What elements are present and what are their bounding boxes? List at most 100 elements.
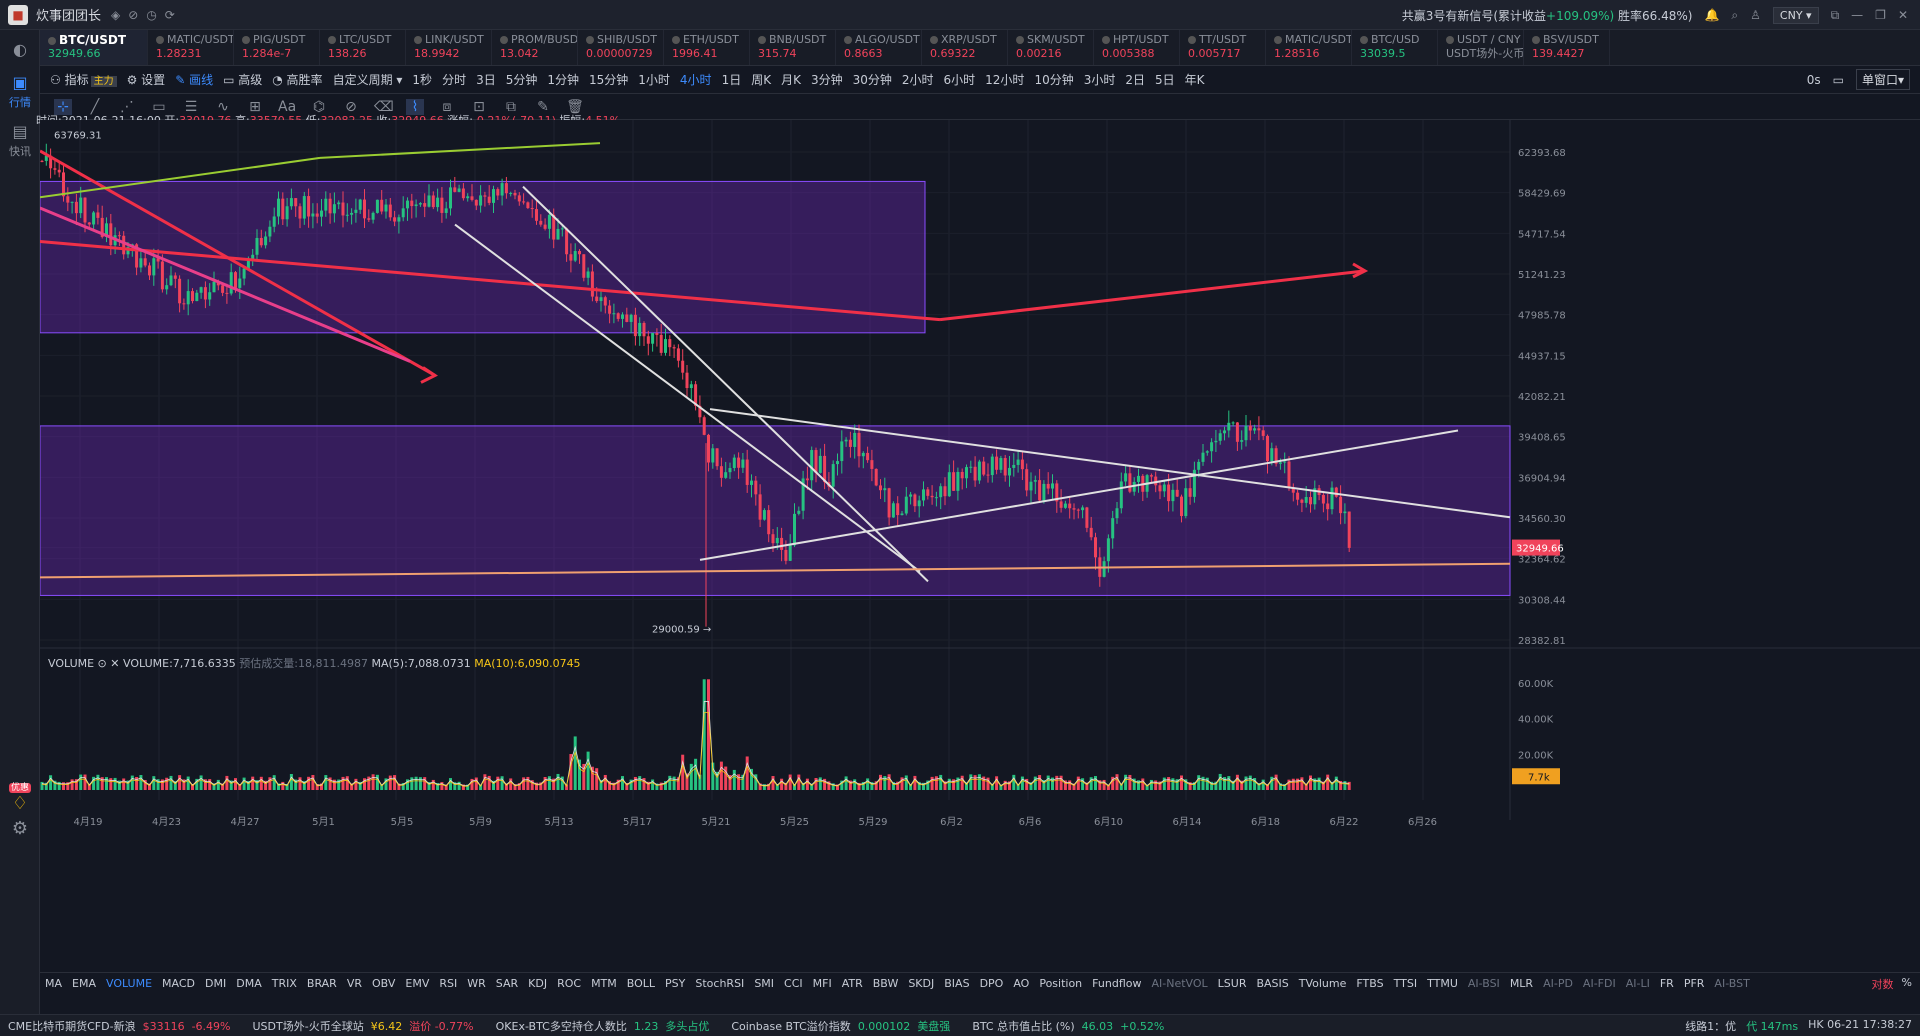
indicator-tab[interactable]: PFR [1683,977,1705,990]
shirt-icon[interactable]: ♙ [1750,8,1761,22]
ticker-item[interactable]: LINK/USDT 18.9942 [406,30,492,65]
sidebar-item-market[interactable]: ▣ 行情 [0,67,40,116]
indicator-tab[interactable]: AO [1013,977,1030,990]
indicator-tab[interactable]: StochRSI [695,977,745,990]
status-item[interactable]: USDT场外-火币全球站 ¥6.42 溢价 -0.77% [252,1019,474,1033]
refresh-icon[interactable]: ⟳ [164,7,175,22]
indicator-tab[interactable]: FR [1659,977,1674,990]
indicator-tab[interactable]: RSI [439,977,458,990]
hide-icon[interactable]: ⊘ [345,98,357,115]
indicator-tab[interactable]: MLR [1509,977,1534,990]
ticker-item[interactable]: TT/USDT 0.005717 [1180,30,1266,65]
period-tab[interactable]: 2日 [1125,73,1145,87]
trend-line[interactable] [319,142,601,159]
indicator-tab[interactable]: MA [45,977,63,990]
indicator-tab[interactable]: BBW [872,977,899,990]
winrate-button[interactable]: ◔ 高胜率 [272,73,323,87]
indicator-tab[interactable]: TTSI [1393,977,1418,990]
indicator-tab[interactable]: MACD [162,977,196,990]
period-tab[interactable]: 周K [751,73,772,87]
period-tab[interactable]: 3日 [476,73,496,87]
line-status[interactable]: 线路1：优 [1685,1019,1737,1033]
period-tab[interactable]: 2小时 [901,73,934,87]
indicator-tab[interactable]: EMA [72,977,96,990]
status-item[interactable]: Coinbase BTC溢价指数 0.000102 美盘强 [731,1019,951,1033]
ticker-item[interactable]: HPT/USDT 0.005388 [1094,30,1180,65]
lock-tool-icon[interactable]: ⊡ [473,98,485,115]
indicator-tab[interactable]: DPO [979,977,1004,990]
period-tab[interactable]: 1小时 [638,73,670,87]
ticker-item[interactable]: ALGO/USDT 0.8663 [836,30,922,65]
text-tool-icon[interactable]: Aa [278,98,297,115]
ticker-item[interactable]: LTC/USDT 138.26 [320,30,406,65]
ticker-item[interactable]: XRP/USDT 0.69322 [922,30,1008,65]
ticker-item[interactable]: BSV/USDT 139.4427 [1524,30,1610,65]
indicator-tab[interactable]: FTBS [1356,977,1384,990]
measure-tool-icon[interactable]: ⊞ [249,98,261,115]
indicator-tab[interactable]: Position [1039,977,1083,990]
period-tab[interactable]: 分时 [442,73,467,87]
ticker-item[interactable]: PIG/USDT 1.284e-7 [234,30,320,65]
ticker-item[interactable]: ETH/USDT 1996.41 [664,30,750,65]
indicator-tab[interactable]: MFI [812,977,832,990]
indicator-tab[interactable]: MTM [591,977,617,990]
rect-tool-icon[interactable]: ▭ [152,98,166,115]
indicator-tab[interactable]: Fundflow [1092,977,1142,990]
indicator-tab[interactable]: DMA [236,977,262,990]
period-tab[interactable]: 3小时 [1083,73,1116,87]
indicator-tab[interactable]: KDJ [528,977,548,990]
indicator-tab[interactable]: TRIX [271,977,297,990]
trend-icon[interactable]: ⌇ [406,98,424,115]
period-tab[interactable]: 5分钟 [505,73,538,87]
period-tab[interactable]: 30分钟 [852,73,892,87]
indicator-tab[interactable]: VR [346,977,362,990]
indicator-button[interactable]: ⚇ 指标 主力 [40,71,122,88]
bell-icon[interactable]: 🔔 [1704,8,1720,22]
indicator-tab[interactable]: TVolume [1298,977,1347,990]
period-tab[interactable]: 1秒 [412,73,433,87]
layout-icon[interactable]: ▭ [1832,72,1844,87]
indicator-tab[interactable]: BASIS [1256,977,1289,990]
indicator-tab[interactable]: SMI [754,977,775,990]
status-item[interactable]: BTC 总市值占比 (%) 46.03 +0.52% [972,1019,1165,1033]
ticker-item[interactable]: SHIB/USDT 0.00000729 [578,30,664,65]
percent-toggle[interactable]: % [1901,976,1912,989]
search-icon[interactable]: ⌕ [1731,7,1739,22]
sidebar-item-news[interactable]: ▤ 快讯 [0,116,40,165]
period-tab[interactable]: 15分钟 [589,73,629,87]
trend-line[interactable] [40,562,1511,579]
currency-select[interactable]: CNY ▾ [1772,6,1819,24]
indicator-tab[interactable]: OBV [372,977,396,990]
period-tab[interactable]: 6小时 [943,73,976,87]
copy-icon[interactable]: ⧉ [506,98,516,115]
window-select[interactable]: 单窗口▾ [1855,69,1910,90]
indicator-tab[interactable]: SAR [495,977,519,990]
indicator-tab[interactable]: PSY [665,977,686,990]
indicator-tab[interactable]: AI-PD [1543,977,1573,990]
trend-line[interactable] [709,408,1511,519]
indicator-tab[interactable]: AI-FDI [1582,977,1616,990]
shield-icon[interactable]: ◈ [111,7,121,22]
indicator-tab[interactable]: CCI [784,977,803,990]
ticker-item[interactable]: BTC/USD 33039.5 [1352,30,1438,65]
indicator-tab[interactable]: BOLL [626,977,656,990]
indicator-tab[interactable]: ROC [557,977,582,990]
clock-icon[interactable]: ◷ [146,7,157,22]
period-tab[interactable]: 年K [1184,73,1205,87]
indicator-tab[interactable]: LSUR [1217,977,1247,990]
multiline-tool-icon[interactable]: ⋰ [120,98,134,115]
trash-icon[interactable]: 🗑 [566,98,584,115]
ticker-item[interactable]: PROM/BUSD 13.042 [492,30,578,65]
magnet-icon[interactable]: ⌬ [312,98,326,115]
ticker-item[interactable]: BTC/USDT 32949.66 [40,30,148,65]
trend-line[interactable] [522,185,929,583]
ticker-item[interactable]: SKM/USDT 0.00216 [1008,30,1094,65]
close-button[interactable]: ✕ [1897,8,1908,22]
indicator-tab[interactable]: DMI [205,977,227,990]
template-icon[interactable]: ⧈ [442,98,452,115]
crosshair-icon[interactable]: ⊹ [54,98,72,115]
advanced-button[interactable]: ▭ 高级 [223,73,263,87]
period-tab[interactable]: 5日 [1155,73,1175,87]
custom-period-button[interactable]: 自定义周期 ▾ [332,73,403,87]
